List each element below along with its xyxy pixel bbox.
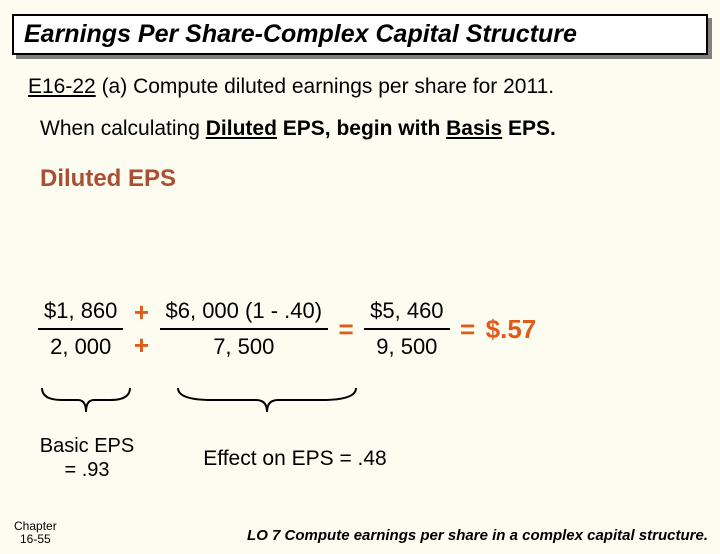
effect-bar [160,328,329,330]
exercise-text: Compute diluted earnings per share for 2… [133,75,554,98]
instr-mid: EPS, begin with [277,117,446,140]
combined-denominator: 9, 500 [364,332,449,362]
basic-numerator: $1, 860 [38,296,123,326]
equals-op-2: = [454,314,481,345]
instr-diluted: Diluted [206,117,277,140]
section-heading: Diluted EPS [40,165,680,193]
combined-numerator: $5, 460 [364,296,449,326]
effect-numerator: $6, 000 (1 - .40) [160,296,329,326]
basic-fraction: $1, 860 2, 000 [38,296,123,362]
exercise-line: E16-22 (a) Compute diluted earnings per … [28,75,692,99]
basic-bar [38,328,123,330]
brace-effect [172,384,362,418]
plus-op-1: + [128,297,155,328]
exercise-id: E16-22 [28,75,96,98]
instr-suffix: EPS. [502,117,556,140]
equals-op-1: = [333,314,360,345]
instr-prefix: When calculating [40,117,206,140]
footer-chapter: Chapter 16-55 [14,520,57,546]
basic-eps-annotation: Basic EPS = .93 [32,434,142,482]
result-value: $.57 [486,314,537,345]
basic-eps-label-1: Basic EPS [32,434,142,458]
exercise-part: (a) [102,75,128,98]
effect-denominator: 7, 500 [160,332,329,362]
basic-denominator: 2, 000 [38,332,123,362]
brace-basic [38,384,134,418]
combined-bar [364,328,449,330]
footer-chapter-line2: 16-55 [14,533,57,546]
instr-basis: Basis [446,117,502,140]
formula-area: $1, 860 2, 000 + + $6, 000 (1 - .40) 7, … [38,296,702,362]
page-title: Earnings Per Share-Complex Capital Struc… [24,20,577,48]
basic-eps-label-2: = .93 [32,458,142,482]
effect-eps-annotation: Effect on EPS = .48 [165,446,425,471]
title-bar: Earnings Per Share-Complex Capital Struc… [12,14,708,55]
plus-op-2: + [128,330,155,361]
combined-fraction: $5, 460 9, 500 [364,296,449,362]
effect-eps-label: Effect on EPS = .48 [203,447,386,470]
effect-fraction: $6, 000 (1 - .40) 7, 500 [160,296,329,362]
footer-learning-objective: LO 7 Compute earnings per share in a com… [247,527,708,544]
instruction-line: When calculating Diluted EPS, begin with… [40,117,680,141]
footer-chapter-line1: Chapter [14,520,57,533]
